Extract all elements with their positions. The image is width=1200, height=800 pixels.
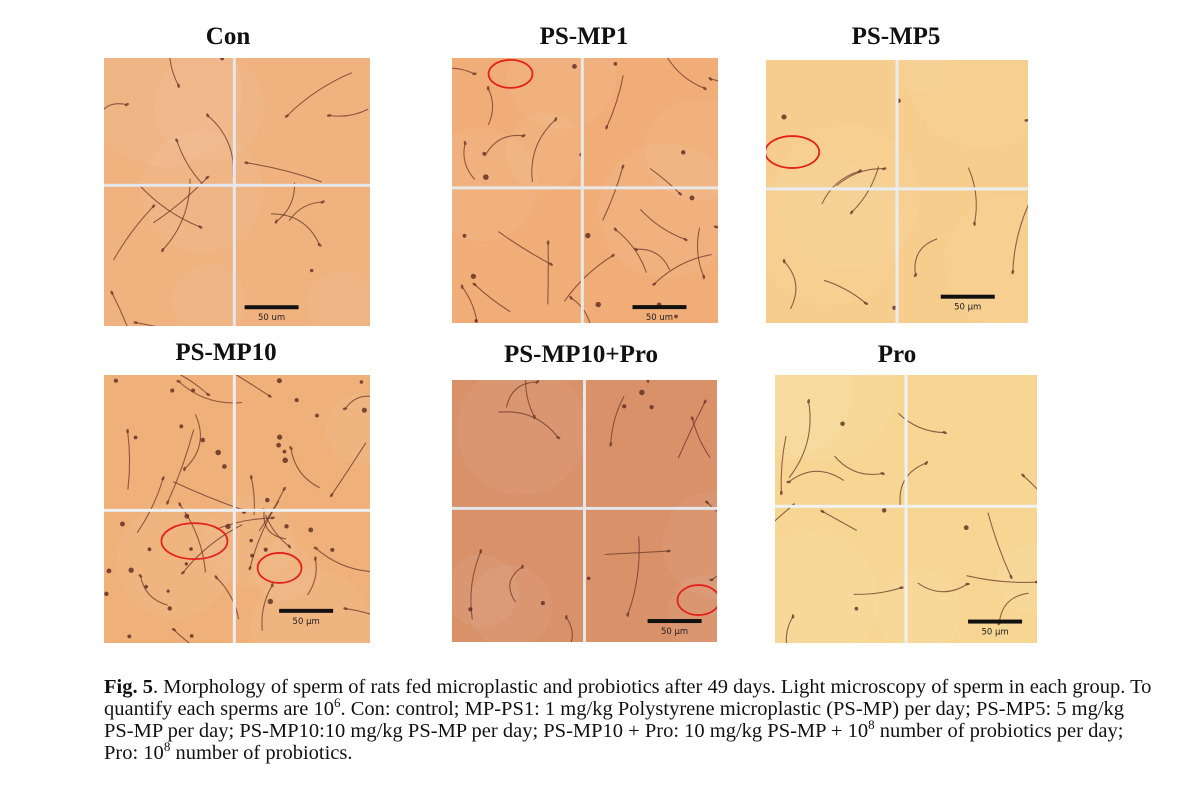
scale-bar-label: 50 um — [258, 313, 285, 323]
micrograph-pro: 50 µm — [775, 375, 1037, 643]
figure-label: Fig. 5 — [104, 676, 153, 698]
caption-sentence-1: . Morphology of sperm of rats fed microp… — [104, 676, 1152, 720]
panel-title-pro: Pro — [877, 341, 917, 368]
scale-bar-label: 50 µm — [981, 628, 1008, 638]
micrograph-ps-mp1: 50 um — [452, 58, 718, 323]
micrograph-image: 50 um — [104, 58, 370, 326]
micrograph-ps-mp10-pro: 50 µm — [452, 380, 717, 642]
micrograph-image: 50 µm — [104, 375, 370, 643]
caption-superscript-3: 8 — [163, 739, 171, 755]
caption-sentence-2: . Con: control; MP-PS1: 1 mg/kg Polystyr… — [104, 698, 1125, 742]
panel-title-ps-mp10: PS-MP10 — [175, 339, 277, 366]
caption-sentence-3: number of probiotics per day; Pro: 10 — [104, 720, 1124, 764]
scale-bar-label: 50 µm — [954, 303, 981, 313]
micrograph-image: 50 µm — [452, 380, 717, 642]
scale-bar-label: 50 um — [646, 313, 673, 323]
panel-title-con: Con — [205, 23, 251, 50]
panel-title-ps-mp10-pro: PS-MP10+Pro — [503, 341, 659, 368]
caption-superscript-2: 8 — [868, 717, 875, 733]
micrograph-image: 50 µm — [775, 375, 1037, 643]
micrograph-image: 50 um — [452, 58, 718, 323]
micrograph-image: 50 µm — [766, 60, 1028, 323]
micrograph-ps-mp10: 50 µm — [104, 375, 370, 643]
scale-bar-label: 50 µm — [293, 617, 320, 627]
caption-sentence-4: number of probiotics. — [170, 742, 353, 764]
figure-caption: Fig. 5. Morphology of sperm of rats fed … — [104, 676, 1154, 764]
scale-bar-label: 50 µm — [661, 627, 688, 637]
micrograph-ps-mp5: 50 µm — [766, 60, 1028, 323]
panel-title-ps-mp1: PS-MP1 — [539, 23, 629, 50]
panel-title-ps-mp5: PS-MP5 — [851, 23, 941, 50]
micrograph-con: 50 um — [104, 58, 370, 326]
caption-superscript-1: 6 — [333, 695, 341, 711]
